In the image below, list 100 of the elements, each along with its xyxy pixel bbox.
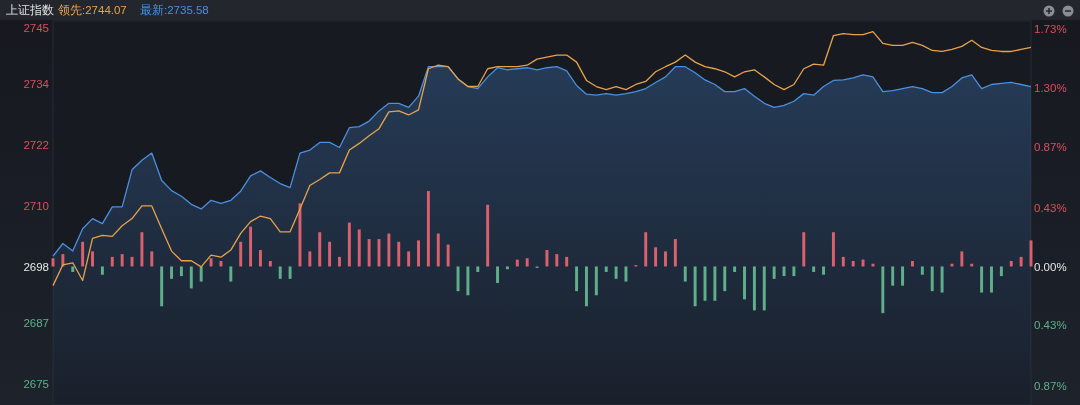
bar (920, 266, 924, 275)
bar (288, 266, 292, 279)
y2-tick-label: 1.73% (1034, 23, 1067, 36)
bar (91, 251, 94, 267)
bar (644, 232, 648, 267)
bar (387, 233, 391, 267)
bar (357, 229, 361, 267)
bar (980, 266, 984, 293)
bar (822, 266, 826, 275)
bar (150, 251, 154, 267)
y2-tick-label: 1.30% (1034, 82, 1067, 95)
y-tick-label: 2722 (23, 138, 49, 151)
bar (990, 266, 993, 293)
bar (723, 266, 727, 292)
y-tick-label: 2687 (23, 316, 49, 329)
bar (930, 266, 934, 292)
bar (347, 222, 351, 267)
bar (683, 266, 687, 282)
bar (338, 256, 341, 267)
bar (486, 204, 490, 267)
bar (743, 266, 746, 300)
bar (841, 256, 845, 267)
bar (515, 259, 519, 267)
bar (249, 226, 253, 267)
bar (229, 266, 233, 282)
bar (565, 256, 569, 267)
y2-tick-label: 0.87% (1034, 141, 1067, 154)
bar (268, 261, 272, 267)
bar (436, 233, 440, 267)
bar (179, 266, 183, 277)
bar (140, 232, 144, 267)
bar (752, 266, 756, 311)
bar (812, 266, 816, 272)
bar (367, 239, 371, 267)
bar (762, 266, 766, 311)
bar (100, 266, 104, 275)
bar (960, 251, 964, 267)
bar (397, 241, 401, 267)
bar (881, 266, 885, 314)
bar (189, 266, 193, 289)
bar (120, 254, 124, 267)
bar (110, 256, 114, 267)
bar (476, 266, 480, 272)
bar (1009, 261, 1013, 267)
bar (71, 266, 75, 272)
bar (496, 266, 500, 283)
y-tick-label: 2698 (23, 260, 49, 273)
bar (417, 240, 420, 267)
y2-tick-label: 0.00% (1034, 260, 1067, 273)
bar (594, 266, 598, 296)
text: 领先:2744.07 (58, 4, 127, 16)
bar (861, 259, 865, 267)
bar (258, 250, 262, 267)
bar (584, 266, 588, 307)
bar (160, 266, 164, 307)
chart-title: 上证指数 (6, 3, 54, 17)
bar (792, 266, 796, 277)
bar (426, 191, 430, 267)
bar (407, 251, 411, 267)
bar (219, 261, 223, 267)
line-series (52, 31, 1032, 287)
bar (555, 254, 559, 267)
bar (673, 239, 677, 267)
bar (901, 266, 905, 286)
bar (713, 266, 717, 301)
bar (308, 251, 312, 267)
bar (654, 247, 658, 267)
bar (446, 244, 450, 267)
y2-tick-label: 0.43% (1034, 319, 1067, 332)
bar (1019, 256, 1023, 267)
bar (999, 266, 1003, 277)
bar (891, 266, 895, 286)
bar (505, 266, 509, 270)
bar (199, 266, 203, 282)
bar (772, 266, 776, 279)
bar (278, 266, 282, 279)
bar (239, 241, 243, 267)
y2-tick-label: 0.43% (1034, 201, 1067, 214)
bar (81, 241, 85, 267)
bar (831, 232, 835, 267)
bar (851, 261, 855, 267)
text: 最新:2735.58 (140, 3, 209, 16)
bar (318, 232, 322, 267)
bar (940, 266, 944, 293)
bar (466, 266, 470, 296)
y-tick-label: 2734 (23, 78, 50, 91)
bar (328, 241, 332, 267)
bar (209, 258, 213, 267)
bar (614, 266, 618, 279)
bar (545, 250, 549, 267)
bar (693, 266, 697, 307)
bar (802, 232, 806, 267)
bar (604, 266, 608, 272)
bar (664, 251, 667, 267)
bar (525, 258, 529, 267)
y-tick-label: 2710 (23, 199, 49, 212)
y-tick-label: 2675 (23, 377, 49, 390)
bar (170, 266, 174, 279)
y-tick-label: 2745 (23, 22, 49, 35)
bar (575, 266, 579, 292)
